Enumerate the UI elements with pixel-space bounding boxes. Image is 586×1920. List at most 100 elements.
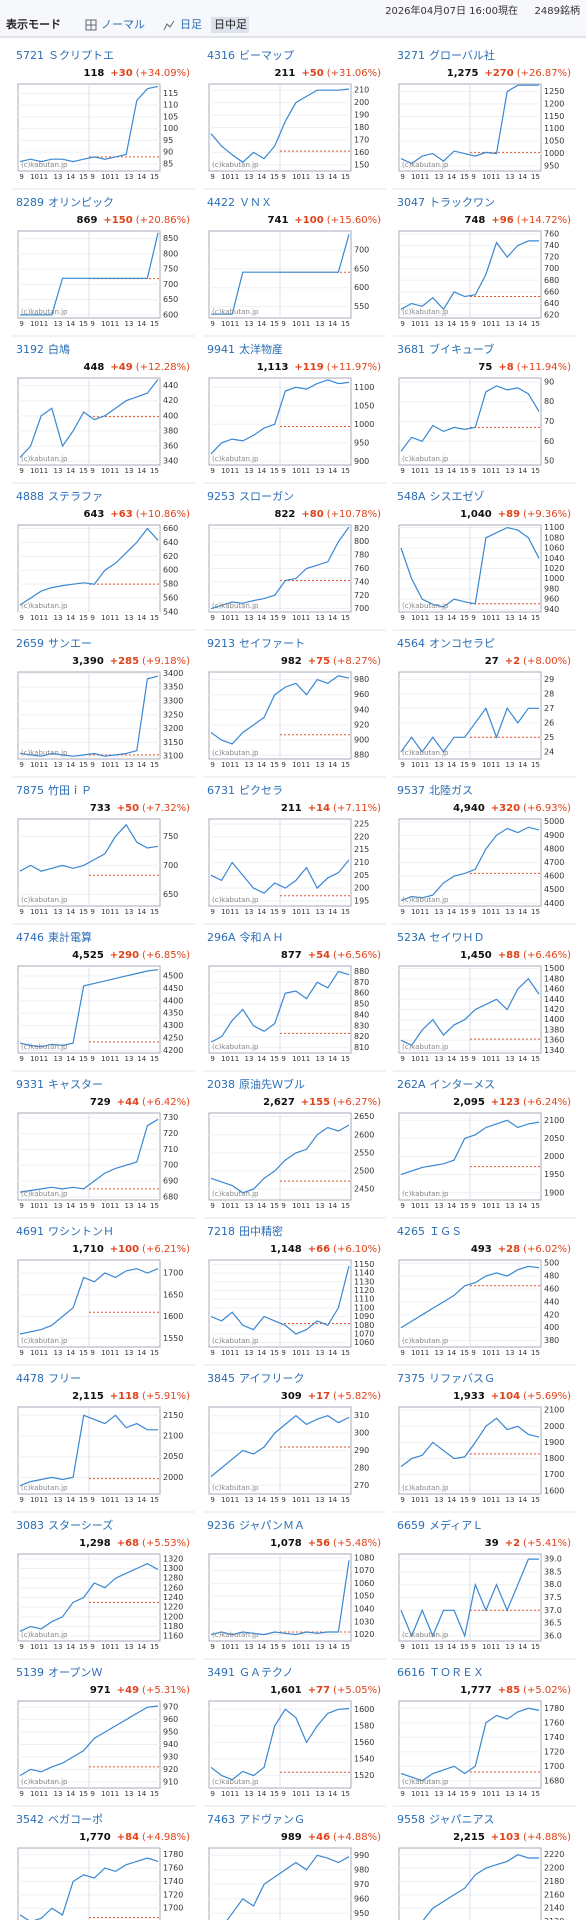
x-tick-label: 10 [101, 320, 110, 328]
price: 733 [90, 803, 111, 814]
x-tick-label: 15 [531, 467, 540, 475]
credit: (c)kabutan.jp [402, 749, 449, 757]
x-tick-label: 14 [328, 1643, 337, 1651]
x-tick-label: 15 [460, 320, 469, 328]
x-tick-label: 9 [400, 1790, 404, 1798]
y-tick-label: 650 [163, 295, 178, 304]
y-tick-label: 990 [354, 1851, 369, 1860]
stock-name: フリー [48, 1372, 81, 1385]
x-tick-label: 15 [79, 1202, 88, 1210]
intraday-button[interactable]: 日中足 [214, 18, 247, 31]
credit: (c)kabutan.jp [402, 1190, 449, 1198]
y-tick-label: 280 [354, 1463, 369, 1472]
y-tick-label: 2600 [354, 1130, 374, 1139]
y-tick-label: 660 [544, 287, 559, 296]
x-tick-label: 11 [420, 1790, 429, 1798]
y-tick-label: 500 [544, 1259, 559, 1268]
stock-name: グローバル社 [429, 48, 495, 62]
y-tick-label: 1550 [163, 1334, 183, 1343]
x-tick-label: 13 [54, 320, 63, 328]
change: +89 [498, 509, 520, 520]
stock-name: オンコセラピ [429, 637, 495, 650]
y-tick-label: 1050 [354, 1592, 374, 1601]
stock-code: 9941 [207, 343, 235, 356]
change-pct: (+6.42%) [142, 1097, 190, 1108]
y-tick-label: 930 [163, 1752, 178, 1761]
x-tick-label: 9 [400, 1055, 404, 1063]
x-tick-label: 10 [101, 1496, 110, 1504]
y-tick-label: 860 [354, 989, 369, 998]
y-tick-label: 4800 [544, 844, 564, 853]
x-tick-label: 10 [221, 1055, 230, 1063]
x-tick-label: 15 [531, 173, 540, 181]
y-tick-label: 1250 [544, 87, 564, 96]
x-tick-label: 13 [316, 320, 325, 328]
x-tick-label: 13 [316, 173, 325, 181]
y-tick-label: 640 [544, 299, 559, 308]
x-tick-label: 13 [245, 908, 254, 916]
credit: (c)kabutan.jp [21, 1043, 68, 1051]
y-tick-label: 680 [163, 1192, 178, 1201]
x-tick-label: 10 [101, 908, 110, 916]
x-tick-label: 15 [79, 467, 88, 475]
x-tick-label: 9 [19, 1496, 23, 1504]
y-tick-label: 700 [354, 245, 369, 254]
y-tick-label: 90 [544, 377, 554, 386]
y-tick-label: 4300 [163, 1021, 183, 1030]
y-tick-label: 2100 [163, 1432, 183, 1441]
daily-button[interactable]: 日足 [180, 18, 202, 31]
x-tick-label: 14 [518, 1202, 527, 1210]
x-tick-label: 13 [316, 761, 325, 769]
x-tick-label: 10 [411, 173, 420, 181]
x-tick-label: 13 [54, 1055, 63, 1063]
normal-button[interactable]: ノーマル [101, 18, 145, 31]
stock-name: 竹田ｉＰ [48, 783, 92, 797]
y-tick-label: 950 [354, 1909, 369, 1918]
price-line [400, 84, 539, 165]
x-tick-label: 14 [518, 320, 527, 328]
x-tick-label: 9 [90, 1496, 94, 1504]
y-tick-label: 2160 [544, 1890, 564, 1899]
x-tick-label: 9 [281, 173, 285, 181]
stock-name: シスエゼゾ [430, 490, 485, 503]
x-tick-label: 10 [30, 467, 39, 475]
y-tick-label: 27 [544, 704, 554, 713]
change: +50 [301, 68, 323, 79]
x-tick-label: 9 [90, 1349, 94, 1357]
price-line [19, 1414, 158, 1487]
x-tick-label: 15 [341, 1790, 350, 1798]
price: 982 [281, 656, 302, 667]
price-line [19, 1563, 159, 1632]
y-tick-label: 225 [354, 820, 369, 829]
x-tick-label: 11 [110, 908, 119, 916]
y-tick-label: 1260 [163, 1583, 183, 1592]
y-tick-label: 750 [163, 265, 178, 274]
x-tick-label: 13 [506, 320, 515, 328]
x-tick-label: 15 [270, 320, 279, 328]
x-tick-label: 11 [110, 467, 119, 475]
credit: (c)kabutan.jp [402, 602, 449, 610]
y-tick-label: 270 [354, 1481, 369, 1490]
stock-name: 田中精密 [239, 1224, 283, 1238]
x-tick-label: 14 [518, 173, 527, 181]
change-pct: (+6.21%) [142, 1244, 190, 1255]
y-tick-label: 1420 [544, 1005, 564, 1014]
price: 1,770 [79, 1832, 111, 1843]
x-tick-label: 10 [482, 467, 491, 475]
credit: (c)kabutan.jp [21, 161, 68, 169]
x-tick-label: 15 [531, 1349, 540, 1357]
y-tick-label: 680 [544, 276, 559, 285]
x-tick-label: 13 [506, 173, 515, 181]
x-tick-label: 10 [411, 761, 420, 769]
y-tick-label: 29 [544, 675, 554, 684]
y-tick-label: 70 [544, 417, 554, 426]
price: 4,525 [72, 950, 104, 961]
x-tick-label: 14 [447, 1349, 456, 1357]
x-tick-label: 15 [460, 1202, 469, 1210]
x-tick-label: 15 [150, 908, 159, 916]
price: 1,601 [270, 1685, 302, 1696]
x-tick-label: 11 [491, 1055, 500, 1063]
y-tick-label: 1520 [354, 1771, 374, 1780]
x-tick-label: 14 [447, 1496, 456, 1504]
y-tick-label: 880 [354, 967, 369, 976]
